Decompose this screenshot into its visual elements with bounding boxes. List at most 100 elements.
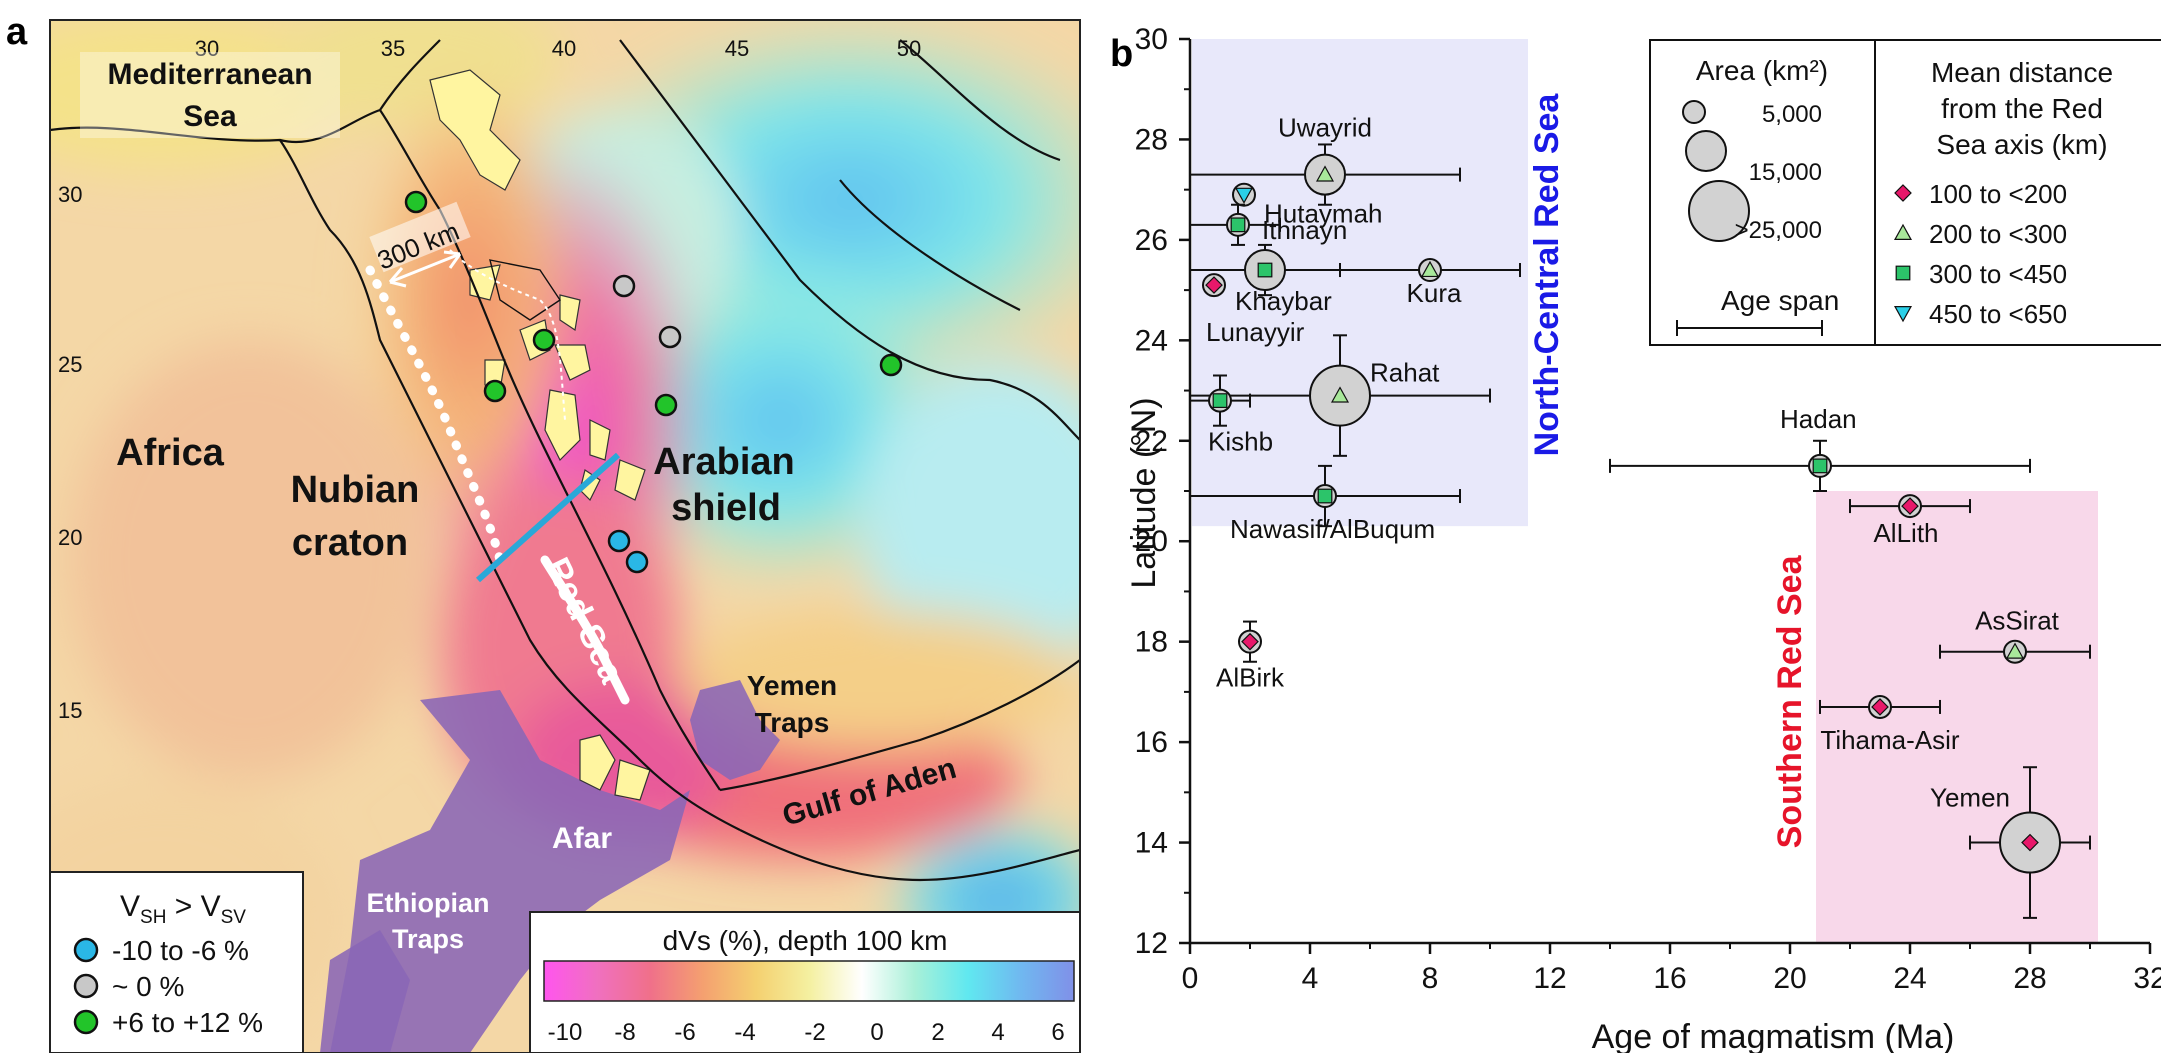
y-tick-label: 18 [1135,626,1168,659]
triangle-marker [1893,223,1913,240]
axes-layer: 0 4 8 12 16 20 24 28 32 12 14 16 18 20 22 24 26 28 30 [1135,23,2161,995]
yemen-traps [690,680,780,780]
triangle-marker [2005,642,2025,659]
point-label: Yemen [1930,783,2010,813]
data-point: Ithnayn [1189,203,1347,246]
point-label: Uwayrid [1278,113,1372,143]
ethiopian-traps [330,690,690,1053]
white-dotted-line [365,265,505,565]
colorbar-tick: -4 [734,1019,755,1046]
age-span-errorbar-icon [1676,320,1823,336]
triangle-marker [1330,386,1350,403]
y-axis-label: Latitude (°N) [1125,397,1163,588]
point-label: Hadan [1780,404,1857,434]
point-label: Hutaymah [1264,199,1383,229]
data-point: Kishb [1189,374,1273,457]
region-shading [1816,491,2098,943]
distance-legend-label: 450 to <650 [1929,299,2067,329]
nubian-craton-label: Nubian [291,469,420,511]
triangle-marker [1420,260,1440,278]
africa-label: Africa [116,432,225,474]
data-point: Rahat [1189,334,1491,457]
scale-arrow-head-right [443,250,462,269]
anisotropy-legend: VSH > VSV -10 to -6 % ~ 0 % +6 to +12 % [49,871,304,1054]
region-label: North-Central Red Sea [1528,93,1566,457]
x-tick-label: 0 [1182,962,1199,995]
data-point: Kura [1339,258,1521,308]
colorbar-title: dVs (%), depth 100 km [663,925,948,956]
point-label: Ithnayn [1262,215,1347,245]
lat-tick-label: 20 [58,525,82,550]
legend-gray-circle [73,973,99,999]
diamond-marker [1205,276,1223,294]
x-tick-label: 12 [1533,962,1566,995]
yemen-traps-label: Traps [755,707,830,738]
lon-tick-label: 40 [552,36,576,61]
chart-panel: b North-Central Red Sea Southern Red Sea … [1095,0,2161,1056]
point-label: Rahat [1370,358,1440,388]
red-sea-axis-line [540,555,630,705]
triangle-down-marker [1893,306,1913,323]
triangle-marker [1315,165,1335,182]
afar-label: Afar [552,822,612,855]
yemen-traps-label: Yemen [747,670,837,701]
square-marker [1812,458,1828,474]
y-tick-label: 26 [1135,224,1168,257]
square-marker [1257,262,1273,278]
lat-tick-label: 25 [58,352,82,377]
lon-tick-label: 35 [381,36,405,61]
point-label: Lunayyir [1206,317,1305,347]
area-legend-label: >25,000 [1735,217,1822,244]
legend-green-label: +6 to +12 % [112,1007,263,1038]
lon-tick-label: 50 [897,36,921,61]
area-legend-title: Area (km²) [1696,55,1828,86]
distance-legend-title: Mean distance [1931,57,2113,88]
y-tick-label: 14 [1135,827,1168,860]
cross-section-line [476,452,620,583]
data-point: Hutaymah [1232,182,1383,229]
y-tick-label: 16 [1135,726,1168,759]
green-station-marker [404,190,428,214]
green-station-marker [483,379,507,403]
ethiopian-traps-label: Ethiopian [367,888,490,918]
x-tick-label: 16 [1653,962,1686,995]
scale-arrow [389,252,461,284]
chart-legend: Area (km²) 5,000 15,000 >25,000 Age span M… [1649,39,2161,346]
gray-station-marker [612,274,636,298]
x-tick-label: 4 [1302,962,1319,995]
diamond-marker [1901,497,1919,515]
point-label: Khaybar [1235,286,1332,316]
harrat-lava-fields [429,69,651,801]
y-tick-label: 28 [1135,123,1168,156]
colorbar-tick: -8 [614,1019,635,1046]
lon-tick-label: 30 [195,36,219,61]
arabian-shield-label: Arabian [653,441,794,483]
mediterranean-label: Sea [183,100,237,133]
diamond-marker [2021,833,2039,852]
anisotropy-markers [404,190,903,574]
lon-tick-label: 45 [725,36,749,61]
data-point: Uwayrid [1189,113,1461,206]
distance-legend-label: 300 to <450 [1929,259,2067,289]
map-frame [49,19,1081,1054]
data-point: Yemen [1930,766,2091,919]
legend-blue-label: -10 to -6 % [112,935,249,966]
green-station-marker [879,353,903,377]
anisotropy-legend-title: VSH > VSV [120,890,246,928]
lat-tick-label: 30 [58,182,82,207]
blue-station-marker [607,529,631,553]
point-label: AsSirat [1975,606,2060,636]
age-span-label: Age span [1721,285,1839,316]
scale-arrow-head-left [388,267,407,288]
data-point: Khaybar [1189,243,1341,316]
x-tick-label: 20 [1773,962,1806,995]
data-point: AlLith [1849,494,1971,548]
lon-tick-labels: 30 35 40 45 50 [195,36,921,61]
colorbar-tick: -10 [548,1019,583,1046]
diamond-marker [1241,632,1259,651]
area-legend-label: 5,000 [1762,101,1822,128]
data-point: AlBirk [1216,620,1285,693]
distance-legend-title: Sea axis (km) [1936,129,2107,160]
x-tick-label: 32 [2133,962,2161,995]
